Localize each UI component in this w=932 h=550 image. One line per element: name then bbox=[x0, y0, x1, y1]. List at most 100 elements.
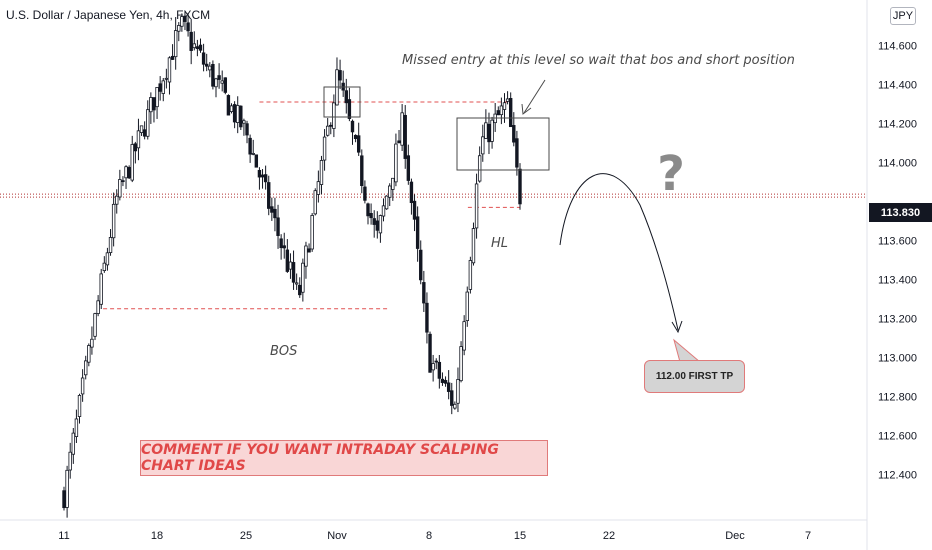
candle bbox=[211, 60, 215, 90]
candle bbox=[260, 169, 265, 189]
candle bbox=[384, 195, 389, 210]
candle bbox=[512, 112, 516, 147]
candle bbox=[372, 210, 376, 238]
candle-body bbox=[142, 129, 147, 137]
candle-body bbox=[388, 185, 392, 198]
candle bbox=[108, 229, 113, 256]
candle bbox=[350, 119, 355, 145]
candle bbox=[229, 103, 234, 114]
candle-body bbox=[325, 125, 330, 136]
candle-body bbox=[161, 80, 165, 94]
candle-body bbox=[173, 30, 178, 58]
candle bbox=[270, 197, 274, 221]
candle-body bbox=[96, 300, 100, 314]
candle-body bbox=[105, 252, 110, 266]
candle-body bbox=[254, 154, 259, 168]
candle-body bbox=[378, 215, 383, 234]
candle bbox=[257, 167, 262, 190]
candle bbox=[325, 118, 330, 137]
candle bbox=[356, 122, 361, 156]
candle-body bbox=[356, 135, 361, 153]
candle-body bbox=[74, 418, 79, 438]
candle-body bbox=[397, 140, 401, 144]
candle-body bbox=[211, 63, 215, 87]
candle bbox=[251, 139, 255, 156]
candle bbox=[77, 393, 82, 424]
candle bbox=[332, 94, 336, 138]
candle-body bbox=[372, 218, 376, 225]
candle-body bbox=[301, 262, 305, 293]
currency-badge[interactable]: JPY bbox=[890, 7, 916, 25]
candle bbox=[428, 331, 432, 373]
candle-body bbox=[518, 168, 522, 205]
candle-body bbox=[223, 77, 228, 93]
candle bbox=[347, 87, 352, 122]
candle bbox=[189, 18, 193, 65]
candle-body bbox=[412, 200, 417, 220]
candle bbox=[465, 286, 469, 327]
candle-body bbox=[456, 379, 460, 404]
candle-body bbox=[375, 220, 380, 231]
projection-arrow-head bbox=[671, 320, 683, 334]
candle-body bbox=[313, 190, 317, 215]
y-tick-label: 112.400 bbox=[878, 470, 917, 482]
candle bbox=[158, 76, 162, 101]
candle-body bbox=[226, 95, 231, 116]
candle-body bbox=[304, 245, 308, 267]
candle-body bbox=[192, 43, 196, 49]
candle bbox=[96, 295, 100, 317]
candle bbox=[198, 38, 203, 53]
candle bbox=[307, 243, 311, 253]
candle bbox=[142, 121, 147, 140]
candle-body bbox=[450, 390, 454, 406]
candle-body bbox=[214, 78, 218, 88]
candle bbox=[477, 146, 482, 183]
candle bbox=[239, 105, 243, 131]
candle-body bbox=[338, 70, 342, 81]
x-tick-label: 22 bbox=[603, 530, 615, 542]
candle bbox=[288, 253, 293, 279]
y-tick-label: 114.200 bbox=[878, 119, 917, 131]
candle bbox=[279, 234, 283, 260]
candle-body bbox=[108, 237, 113, 253]
entry-arrow-line bbox=[523, 79, 546, 114]
candle-body bbox=[276, 217, 280, 236]
candle bbox=[450, 382, 454, 415]
candle-body bbox=[229, 105, 234, 113]
candle bbox=[363, 180, 367, 204]
candle-body bbox=[468, 260, 473, 290]
candle-body bbox=[164, 77, 169, 80]
current-price-tag: 113.830 bbox=[869, 203, 932, 222]
candle-body bbox=[332, 102, 336, 129]
candle bbox=[378, 214, 383, 243]
candle-body bbox=[90, 338, 94, 348]
candle bbox=[204, 53, 209, 72]
candle bbox=[496, 106, 500, 116]
y-tick-label: 112.800 bbox=[878, 392, 917, 404]
candle bbox=[173, 17, 178, 70]
candle bbox=[201, 43, 206, 72]
candle bbox=[304, 241, 308, 279]
candle bbox=[254, 154, 259, 168]
candle-body bbox=[465, 291, 469, 322]
candle-body bbox=[195, 46, 200, 49]
x-tick-label: Nov bbox=[327, 530, 347, 542]
candle bbox=[369, 203, 373, 225]
candle-body bbox=[232, 104, 237, 123]
candle bbox=[319, 155, 324, 195]
candle bbox=[360, 149, 364, 194]
candle bbox=[220, 70, 224, 92]
candle bbox=[87, 343, 91, 367]
candle-body bbox=[273, 208, 277, 219]
candle-body bbox=[437, 361, 442, 379]
candle bbox=[139, 125, 144, 136]
candle bbox=[245, 120, 249, 144]
candle bbox=[102, 256, 107, 273]
candle-body bbox=[415, 216, 420, 249]
candle-body bbox=[93, 313, 97, 337]
candle-body bbox=[459, 346, 463, 382]
candle-body bbox=[84, 360, 88, 376]
candle bbox=[68, 442, 72, 479]
candle-body bbox=[425, 302, 429, 333]
